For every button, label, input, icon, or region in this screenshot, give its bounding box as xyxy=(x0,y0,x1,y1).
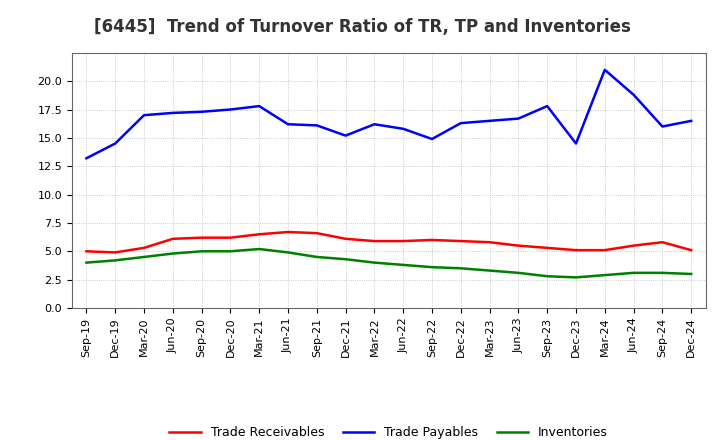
Trade Receivables xyxy=(197,235,206,240)
Trade Receivables xyxy=(111,250,120,255)
Trade Payables xyxy=(629,92,638,97)
Trade Payables xyxy=(456,121,465,126)
Line: Trade Receivables: Trade Receivables xyxy=(86,232,691,253)
Line: Trade Payables: Trade Payables xyxy=(86,70,691,158)
Trade Receivables xyxy=(514,243,523,248)
Inventories xyxy=(629,270,638,275)
Trade Receivables xyxy=(572,248,580,253)
Inventories xyxy=(658,270,667,275)
Inventories xyxy=(341,257,350,262)
Trade Receivables xyxy=(543,245,552,250)
Inventories xyxy=(312,254,321,260)
Trade Payables xyxy=(341,133,350,138)
Trade Payables xyxy=(687,118,696,124)
Inventories xyxy=(111,258,120,263)
Trade Payables xyxy=(485,118,494,124)
Trade Receivables xyxy=(485,239,494,245)
Trade Payables xyxy=(140,113,148,118)
Inventories xyxy=(456,266,465,271)
Trade Receivables xyxy=(255,231,264,237)
Trade Payables xyxy=(600,67,609,73)
Trade Payables xyxy=(226,107,235,112)
Trade Receivables xyxy=(226,235,235,240)
Trade Payables xyxy=(111,141,120,146)
Trade Receivables xyxy=(312,231,321,236)
Inventories xyxy=(255,246,264,252)
Trade Receivables xyxy=(428,237,436,242)
Inventories xyxy=(399,262,408,268)
Trade Receivables xyxy=(687,248,696,253)
Trade Payables xyxy=(370,121,379,127)
Inventories xyxy=(428,264,436,270)
Inventories xyxy=(572,275,580,280)
Trade Payables xyxy=(168,110,177,116)
Trade Receivables xyxy=(341,236,350,242)
Inventories xyxy=(600,272,609,278)
Inventories xyxy=(514,270,523,275)
Trade Payables xyxy=(658,124,667,129)
Trade Receivables xyxy=(600,248,609,253)
Text: [6445]  Trend of Turnover Ratio of TR, TP and Inventories: [6445] Trend of Turnover Ratio of TR, TP… xyxy=(94,18,631,36)
Inventories xyxy=(485,268,494,273)
Inventories xyxy=(197,249,206,254)
Trade Payables xyxy=(284,121,292,127)
Inventories xyxy=(82,260,91,265)
Trade Payables xyxy=(514,116,523,121)
Inventories xyxy=(168,251,177,256)
Trade Receivables xyxy=(370,238,379,244)
Trade Receivables xyxy=(399,238,408,244)
Trade Receivables xyxy=(168,236,177,242)
Inventories xyxy=(284,250,292,255)
Trade Payables xyxy=(197,109,206,114)
Trade Receivables xyxy=(284,229,292,235)
Inventories xyxy=(687,271,696,277)
Trade Receivables xyxy=(82,249,91,254)
Trade Receivables xyxy=(456,238,465,244)
Trade Receivables xyxy=(140,245,148,250)
Inventories xyxy=(226,249,235,254)
Inventories xyxy=(543,274,552,279)
Legend: Trade Receivables, Trade Payables, Inventories: Trade Receivables, Trade Payables, Inven… xyxy=(164,422,613,440)
Inventories xyxy=(370,260,379,265)
Trade Payables xyxy=(312,123,321,128)
Trade Payables xyxy=(428,136,436,142)
Line: Inventories: Inventories xyxy=(86,249,691,277)
Trade Receivables xyxy=(629,243,638,248)
Trade Receivables xyxy=(658,239,667,245)
Inventories xyxy=(140,254,148,260)
Trade Payables xyxy=(543,103,552,109)
Trade Payables xyxy=(255,103,264,109)
Trade Payables xyxy=(572,141,580,146)
Trade Payables xyxy=(82,156,91,161)
Trade Payables xyxy=(399,126,408,132)
